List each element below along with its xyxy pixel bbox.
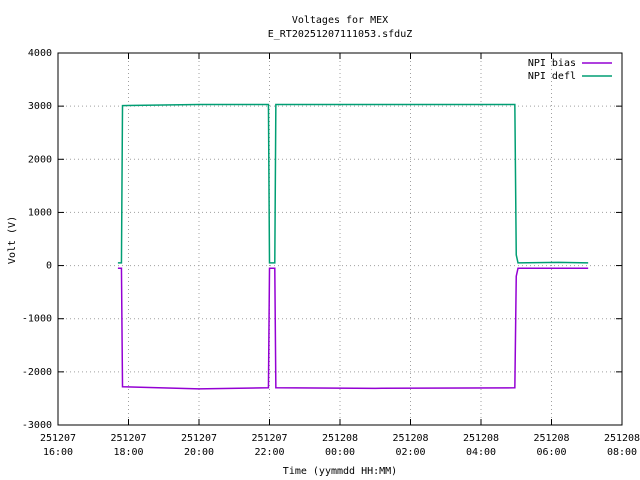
x-tick-label: 251208 00:00 [322,433,358,458]
data-line [117,103,589,264]
y-tick-label: -3000 [22,420,52,431]
y-tick-label: 0 [46,261,52,272]
x-tick-label: 251208 04:00 [463,433,499,458]
y-tick-label: -2000 [22,367,52,378]
x-tick-label: 251207 18:00 [110,433,146,458]
x-tick-label: 251207 22:00 [251,433,287,458]
x-tick-label: 251207 16:00 [40,433,76,458]
y-tick-label: 3000 [28,101,52,112]
legend-label: NPI defl [528,71,576,82]
chart-subtitle: E_RT20251207111053.sfduZ [268,29,413,40]
x-axis-label: Time (yymmdd HH:MM) [283,466,397,477]
y-tick-label: 4000 [28,48,52,59]
x-tick-label: 251208 02:00 [392,433,428,458]
y-axis-label: Volt (V) [7,216,18,264]
plot-frame [57,52,623,426]
y-tick-label: 2000 [28,154,52,165]
chart-title: Voltages for MEX [292,15,388,26]
x-tick-label: 251208 06:00 [533,433,569,458]
x-tick-label: 251208 08:00 [604,433,640,458]
x-tick-label: 251207 20:00 [181,433,217,458]
y-tick-label: -1000 [22,314,52,325]
legend-label: NPI bias [528,58,576,69]
data-line [117,267,589,390]
y-tick-label: 1000 [28,207,52,218]
